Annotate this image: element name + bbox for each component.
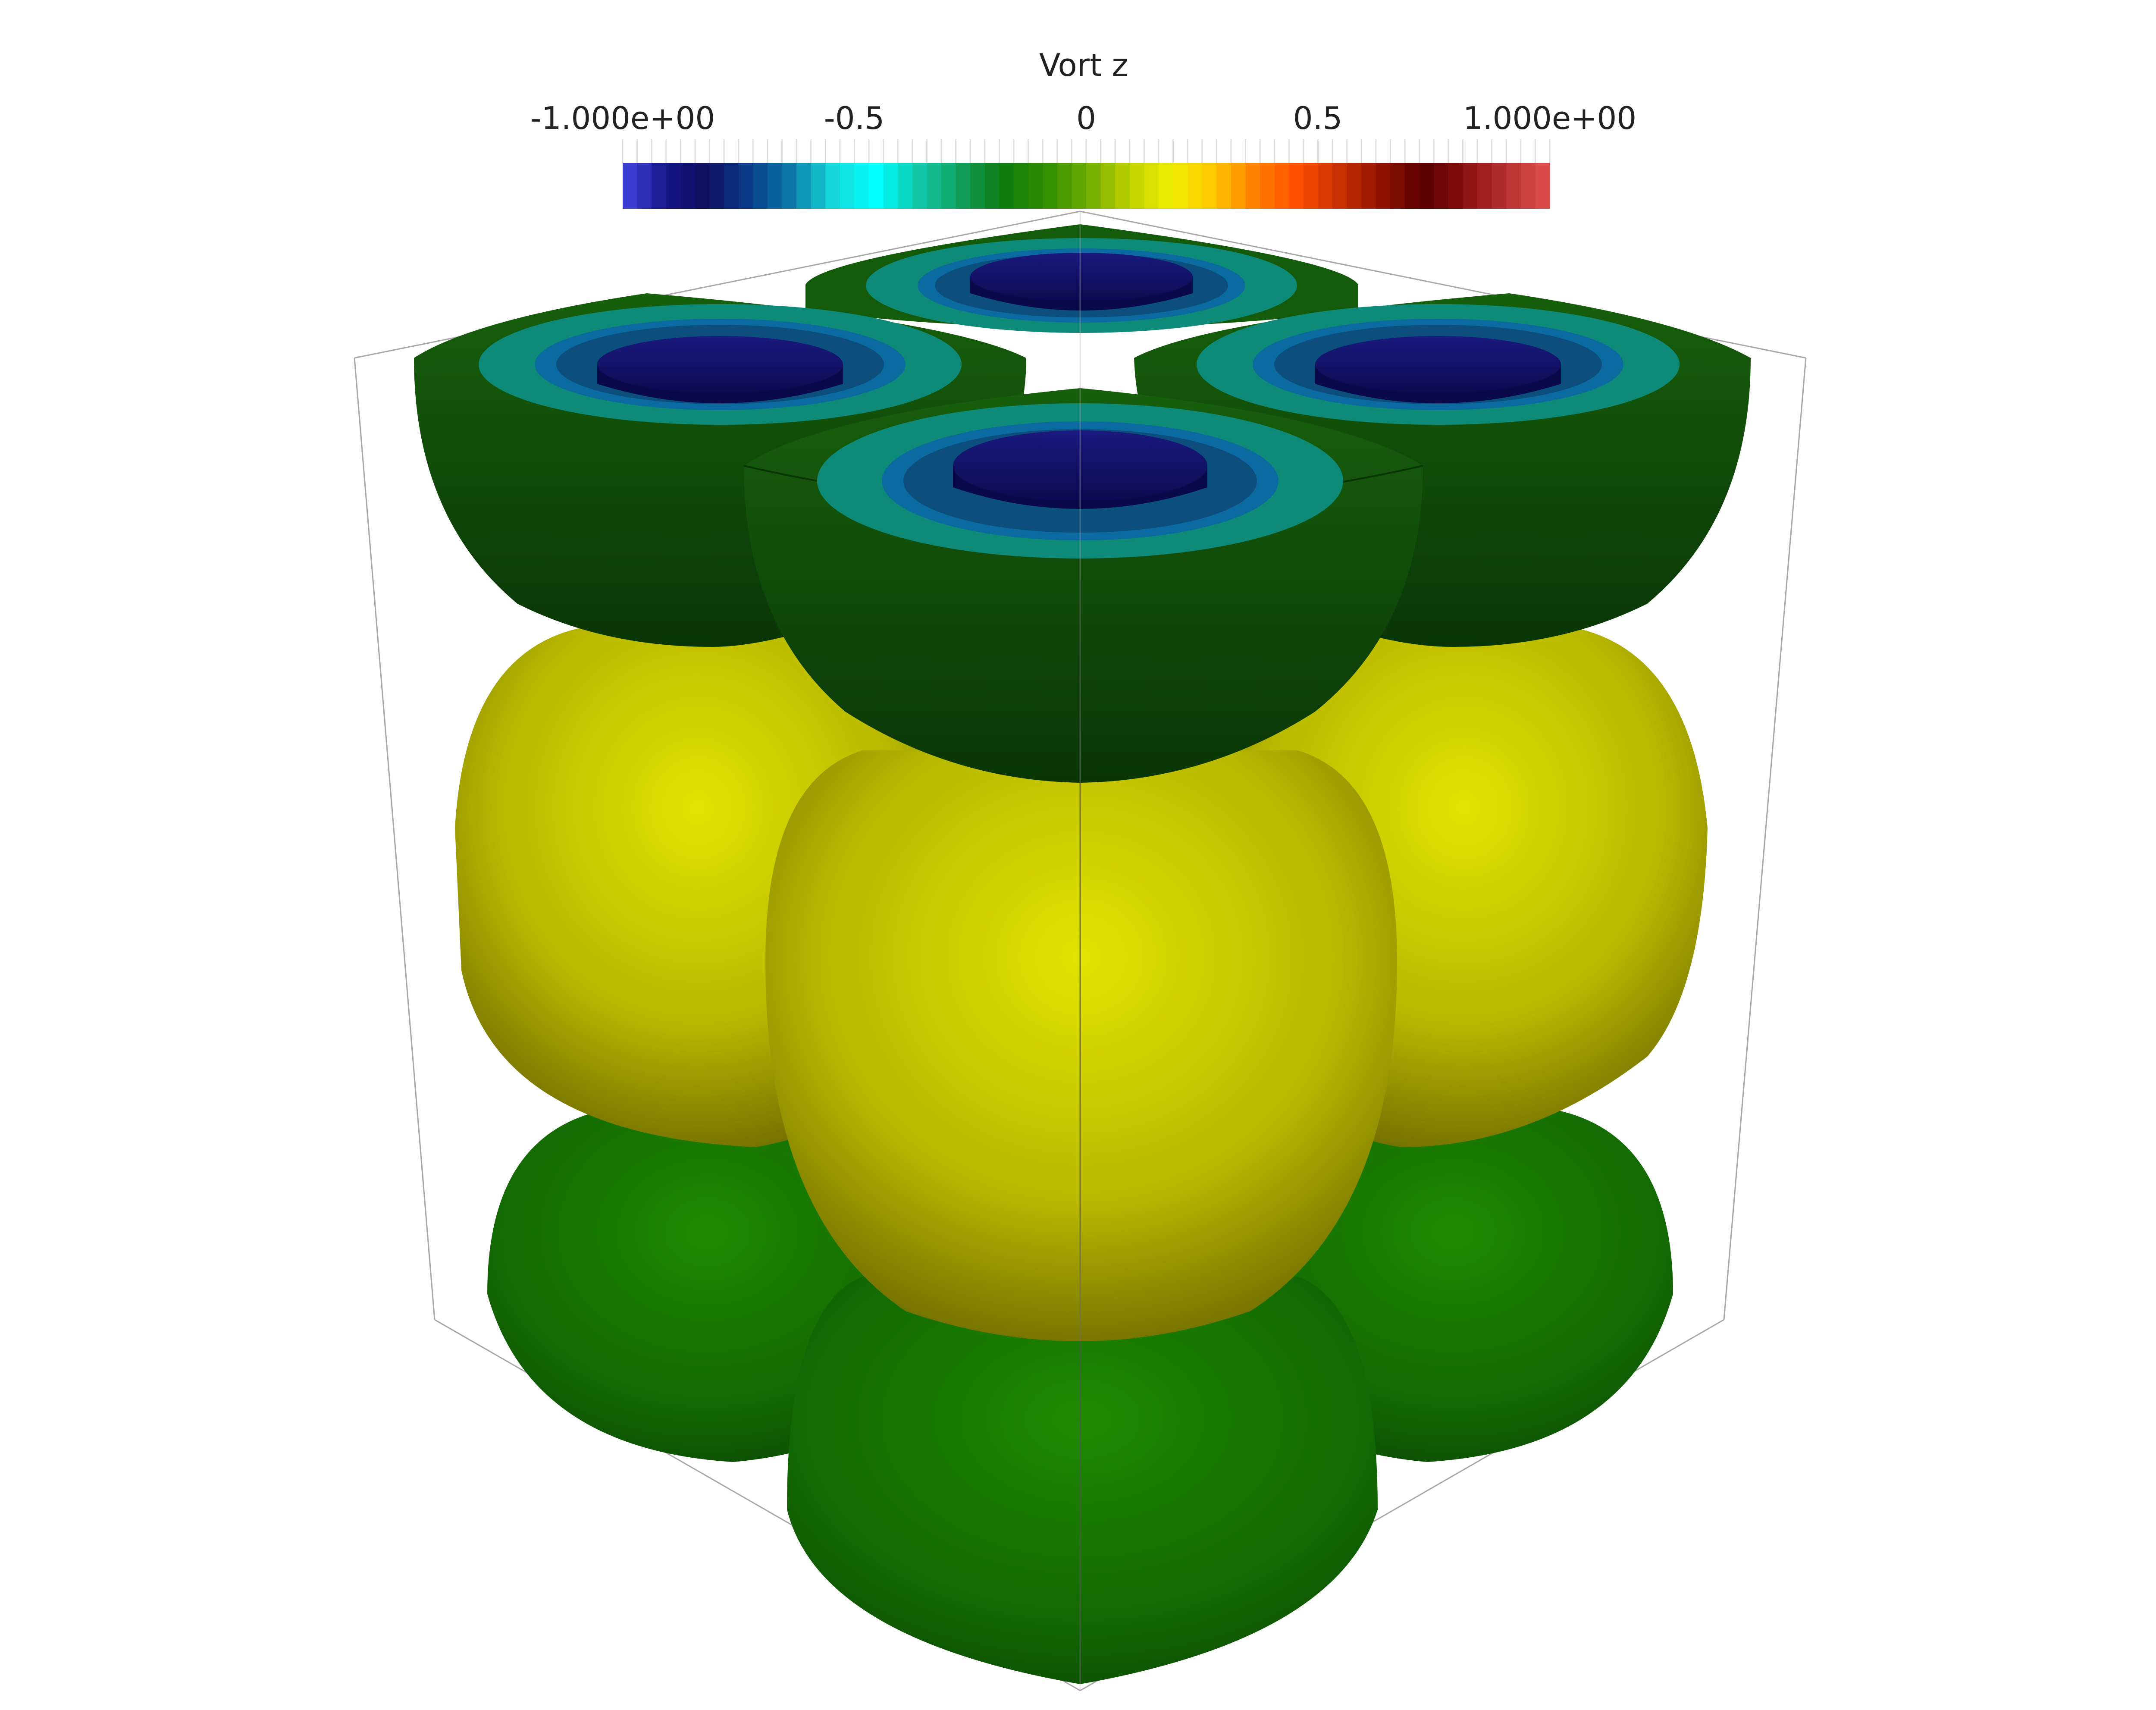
colorbar-band	[753, 163, 768, 209]
colorbar-band	[970, 163, 985, 209]
colorbar-band	[956, 163, 971, 209]
colorbar-band	[825, 163, 840, 209]
colorbar-band	[767, 163, 783, 209]
colorbar-band	[1492, 163, 1507, 209]
colorbar-band	[1028, 163, 1043, 209]
colorbar-band	[1202, 163, 1217, 209]
colorbar-band	[666, 163, 681, 209]
colorbar-band	[1289, 163, 1304, 209]
color-legend	[622, 139, 1551, 209]
colorbar-band	[1173, 163, 1188, 209]
colorbar-gradient	[623, 163, 1550, 209]
colorbar-band	[1100, 163, 1116, 209]
colorbar-band	[1347, 163, 1362, 209]
colorbar-band	[1463, 163, 1478, 209]
colorbar-band	[1448, 163, 1463, 209]
colorbar-band	[709, 163, 724, 209]
colorbar-band	[782, 163, 797, 209]
colorbar-band	[1274, 163, 1289, 209]
colorbar-band	[883, 163, 898, 209]
colorbar-band	[623, 163, 638, 209]
colorbar-band	[1332, 163, 1348, 209]
colorbar-band	[912, 163, 928, 209]
colorbar-band	[1434, 163, 1449, 209]
colorbar-band	[840, 163, 855, 209]
colorbar-band	[1072, 163, 1087, 209]
middle-layer-front	[765, 750, 1397, 1341]
colorbar-band	[1535, 163, 1550, 209]
colorbar-band	[854, 163, 869, 209]
colorbar-band	[738, 163, 753, 209]
colorbar-band	[1506, 163, 1521, 209]
colorbar-title: Vort z	[1039, 47, 1128, 83]
colorbar-band	[869, 163, 884, 209]
colorbar-band	[1376, 163, 1391, 209]
colorbar-band	[1144, 163, 1159, 209]
colorbar-band	[1158, 163, 1174, 209]
colorbar-band	[1043, 163, 1058, 209]
colorbar-band	[680, 163, 696, 209]
colorbar-band	[1245, 163, 1260, 209]
colorbar-band	[1303, 163, 1319, 209]
colorbar-band	[695, 163, 710, 209]
colorbar-band	[1520, 163, 1536, 209]
colorbar-band	[1419, 163, 1434, 209]
colorbar-band	[941, 163, 956, 209]
bottom-layer-front	[787, 1277, 1378, 1684]
colorbar-band	[1129, 163, 1144, 209]
colorbar-tick-label-max: 1.000e+00	[1463, 100, 1637, 136]
colorbar-band	[1231, 163, 1246, 209]
colorbar-band	[1318, 163, 1333, 209]
colorbar-band	[1260, 163, 1275, 209]
colorbar-tick-label: -0.5	[824, 100, 885, 136]
colorbar-tick-label: 0	[1076, 100, 1096, 136]
colorbar-band	[1405, 163, 1420, 209]
top-bowl-back	[805, 224, 1358, 333]
colorbar-band	[637, 163, 652, 209]
colorbar-band	[1115, 163, 1130, 209]
colorbar-band	[1390, 163, 1405, 209]
top-bowl-left	[414, 293, 1026, 647]
colorbar-ticks	[622, 139, 1551, 163]
colorbar-band	[1086, 163, 1101, 209]
colorbar-band	[927, 163, 942, 209]
colorbar-band	[984, 163, 1000, 209]
colorbar-band	[1477, 163, 1492, 209]
colorbar-band	[1188, 163, 1203, 209]
colorbar-tick-label: 0.5	[1293, 100, 1343, 136]
colorbar-band	[1057, 163, 1072, 209]
colorbar-band	[999, 163, 1014, 209]
colorbar-band	[811, 163, 826, 209]
colorbar-tick-label-min: -1.000e+00	[530, 100, 715, 136]
colorbar-band	[898, 163, 913, 209]
colorbar-band	[1361, 163, 1376, 209]
colorbar-band	[796, 163, 812, 209]
colorbar-band	[1216, 163, 1232, 209]
colorbar-band	[724, 163, 739, 209]
colorbar-band	[652, 163, 667, 209]
top-layer	[414, 224, 1751, 783]
colorbar-band	[1014, 163, 1029, 209]
top-bowl-front	[743, 388, 1423, 783]
